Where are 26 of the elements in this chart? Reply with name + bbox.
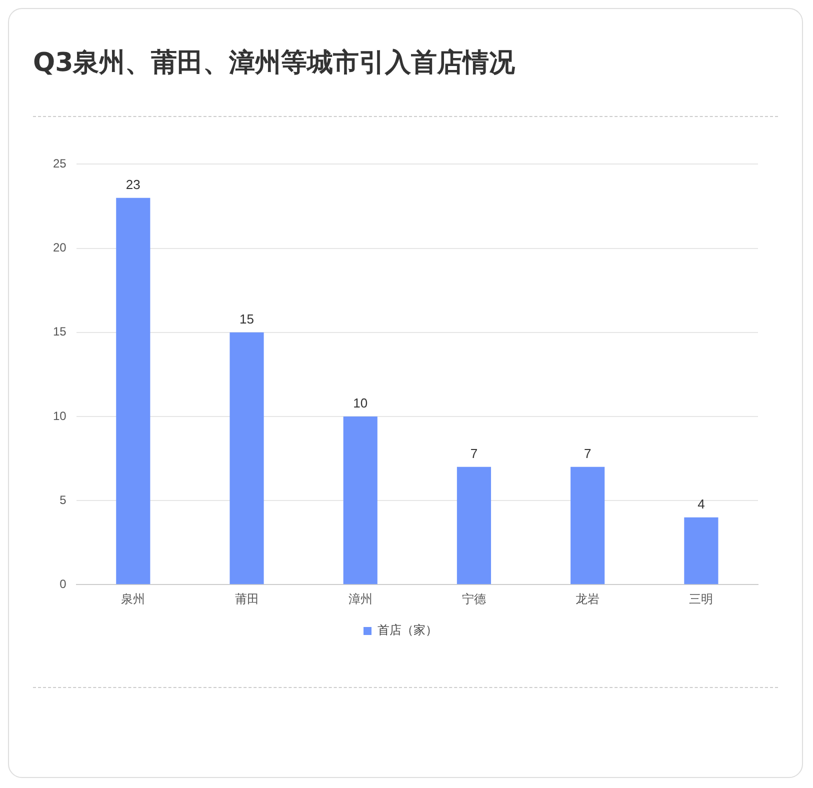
x-tick-label: 三明 — [689, 592, 714, 606]
y-tick-label: 20 — [52, 240, 67, 255]
x-tick-label: 泉州 — [121, 592, 146, 606]
x-tick-label: 宁德 — [462, 592, 486, 606]
y-tick-label: 5 — [60, 492, 67, 507]
x-tick-label: 龙岩 — [576, 592, 600, 606]
data-label: 23 — [126, 176, 140, 192]
bar — [570, 466, 605, 584]
chart-title: Q3泉州、莆田、漳州等城市引入首店情况 — [33, 47, 516, 80]
x-tick-label: 莆田 — [234, 592, 259, 606]
y-tick-label: 25 — [52, 156, 67, 171]
bar — [684, 517, 718, 584]
data-label: 10 — [353, 396, 368, 411]
legend-label: 首店（家） — [378, 623, 438, 638]
bar — [116, 198, 150, 584]
y-tick-label: 10 — [52, 408, 67, 423]
data-label: 7 — [584, 446, 592, 461]
data-label: 7 — [470, 446, 478, 461]
data-label: 15 — [240, 311, 254, 326]
bar — [343, 416, 378, 584]
bar — [230, 332, 264, 584]
bar — [456, 466, 492, 584]
data-label: 4 — [698, 496, 705, 512]
y-tick-label: 15 — [52, 324, 67, 339]
y-tick-label: 0 — [60, 576, 67, 591]
x-tick-label: 漳州 — [348, 592, 372, 606]
